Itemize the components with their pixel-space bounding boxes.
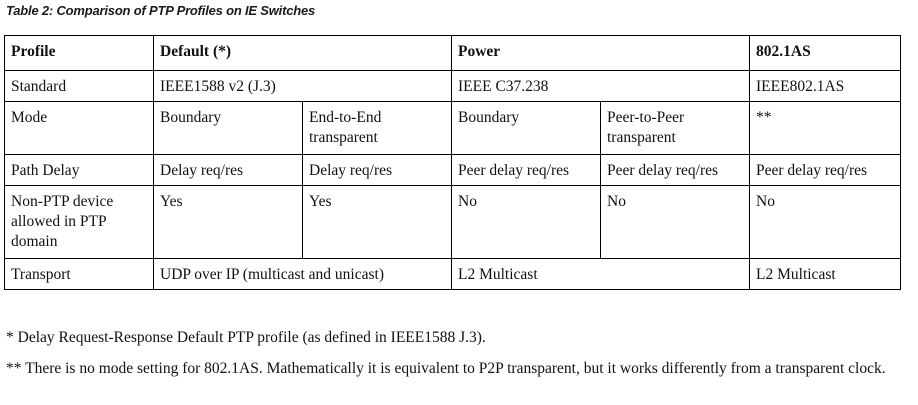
- cell-transport-802-1as: L2 Multicast: [749, 258, 902, 290]
- header-default: Default (*): [153, 35, 452, 71]
- cell-standard-802-1as: IEEE802.1AS: [749, 70, 902, 102]
- cell-path-delay-power-a: Peer delay req/res: [451, 154, 601, 186]
- footnote-default-profile: * Delay Request-Response Default PTP pro…: [6, 329, 486, 346]
- table-caption: Table 2: Comparison of PTP Profiles on I…: [6, 3, 316, 18]
- cell-mode-power-boundary: Boundary: [451, 101, 601, 155]
- cell-non-ptp-802-1as: No: [749, 185, 902, 259]
- cell-non-ptp-default-a: Yes: [153, 185, 303, 259]
- row-label-mode: Mode: [4, 101, 154, 155]
- cell-transport-default: UDP over IP (multicast and unicast): [153, 258, 452, 290]
- table-header-row: Profile Default (*) Power 802.1AS: [4, 35, 902, 71]
- cell-non-ptp-power-a: No: [451, 185, 601, 259]
- cell-path-delay-default-b: Delay req/res: [302, 154, 452, 186]
- cell-transport-power: L2 Multicast: [450, 258, 751, 290]
- cell-mode-default-boundary: Boundary: [153, 101, 303, 155]
- cell-non-ptp-power-b: No: [599, 185, 751, 259]
- footnote-802-1as-mode: ** There is no mode setting for 802.1AS.…: [6, 360, 886, 377]
- cell-path-delay-802-1as: Peer delay req/res: [749, 154, 902, 186]
- table-row-mode: Mode Boundary End-to-End transparent Bou…: [4, 101, 902, 155]
- header-profile: Profile: [4, 35, 154, 71]
- table-row-transport: Transport UDP over IP (multicast and uni…: [4, 258, 902, 290]
- cell-mode-power-transparent: Peer-to-Peer transparent: [599, 101, 751, 155]
- cell-path-delay-power-b: Peer delay req/res: [599, 154, 751, 186]
- row-label-transport: Transport: [4, 258, 154, 290]
- cell-mode-default-transparent: End-to-End transparent: [302, 101, 452, 155]
- cell-non-ptp-default-b: Yes: [302, 185, 452, 259]
- ptp-comparison-table: Profile Default (*) Power 802.1AS Standa…: [4, 35, 902, 290]
- table-row-standard: Standard IEEE1588 v2 (J.3) IEEE C37.238 …: [4, 70, 902, 102]
- header-power: Power: [450, 35, 751, 71]
- table-row-path-delay: Path Delay Delay req/res Delay req/res P…: [4, 154, 902, 186]
- row-label-standard: Standard: [4, 70, 154, 102]
- cell-standard-power: IEEE C37.238: [450, 70, 751, 102]
- cell-mode-802-1as: **: [749, 101, 902, 155]
- cell-standard-default: IEEE1588 v2 (J.3): [153, 70, 452, 102]
- header-802-1as: 802.1AS: [749, 35, 902, 71]
- row-label-non-ptp: Non-PTP device allowed in PTP domain: [4, 185, 154, 259]
- row-label-path-delay: Path Delay: [4, 154, 154, 186]
- cell-path-delay-default-a: Delay req/res: [153, 154, 303, 186]
- table-row-non-ptp: Non-PTP device allowed in PTP domain Yes…: [4, 185, 902, 259]
